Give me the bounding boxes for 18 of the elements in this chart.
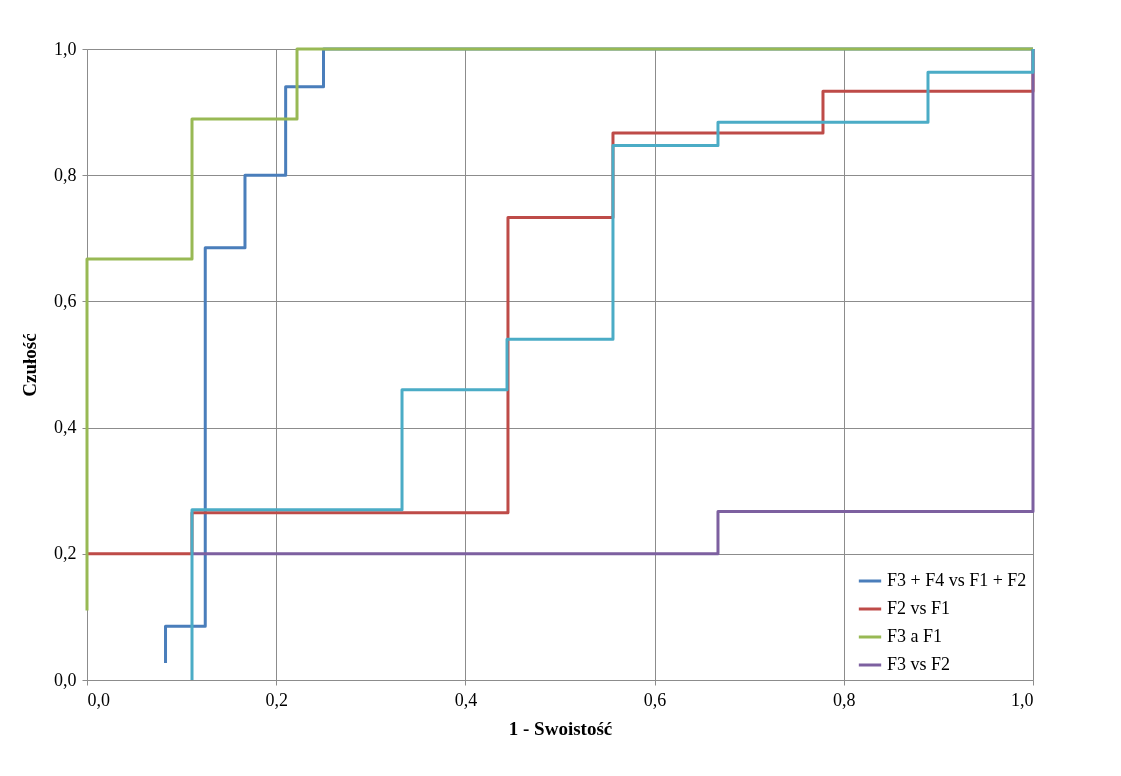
x-tick-label: 0,0 — [87, 689, 110, 710]
y-tick-label: 0,6 — [54, 290, 77, 311]
y-tick-label: 0,8 — [54, 164, 77, 185]
y-tick-label: 0,4 — [54, 417, 77, 438]
legend-label: F3 a F1 — [887, 626, 943, 646]
y-tick-label: 1,0 — [54, 38, 77, 59]
y-tick-label: 0,0 — [54, 669, 77, 690]
x-tick-label: 0,6 — [643, 689, 667, 710]
y-tick-label: 0,2 — [54, 543, 77, 564]
legend-label: F3 + F4 vs F1 + F2 — [887, 570, 1027, 590]
x-tick-label: 1,0 — [1011, 689, 1034, 710]
x-axis-title: 1 - Swoistość — [508, 717, 613, 739]
x-tick-label: 0,2 — [265, 689, 288, 710]
legend-label: F3 vs F2 — [887, 654, 951, 674]
x-tick-label: 0,8 — [833, 689, 856, 710]
legend-label: F2 vs F1 — [887, 598, 951, 618]
x-tick-label: 0,4 — [454, 689, 478, 710]
y-axis-title: Czułość — [19, 333, 40, 397]
